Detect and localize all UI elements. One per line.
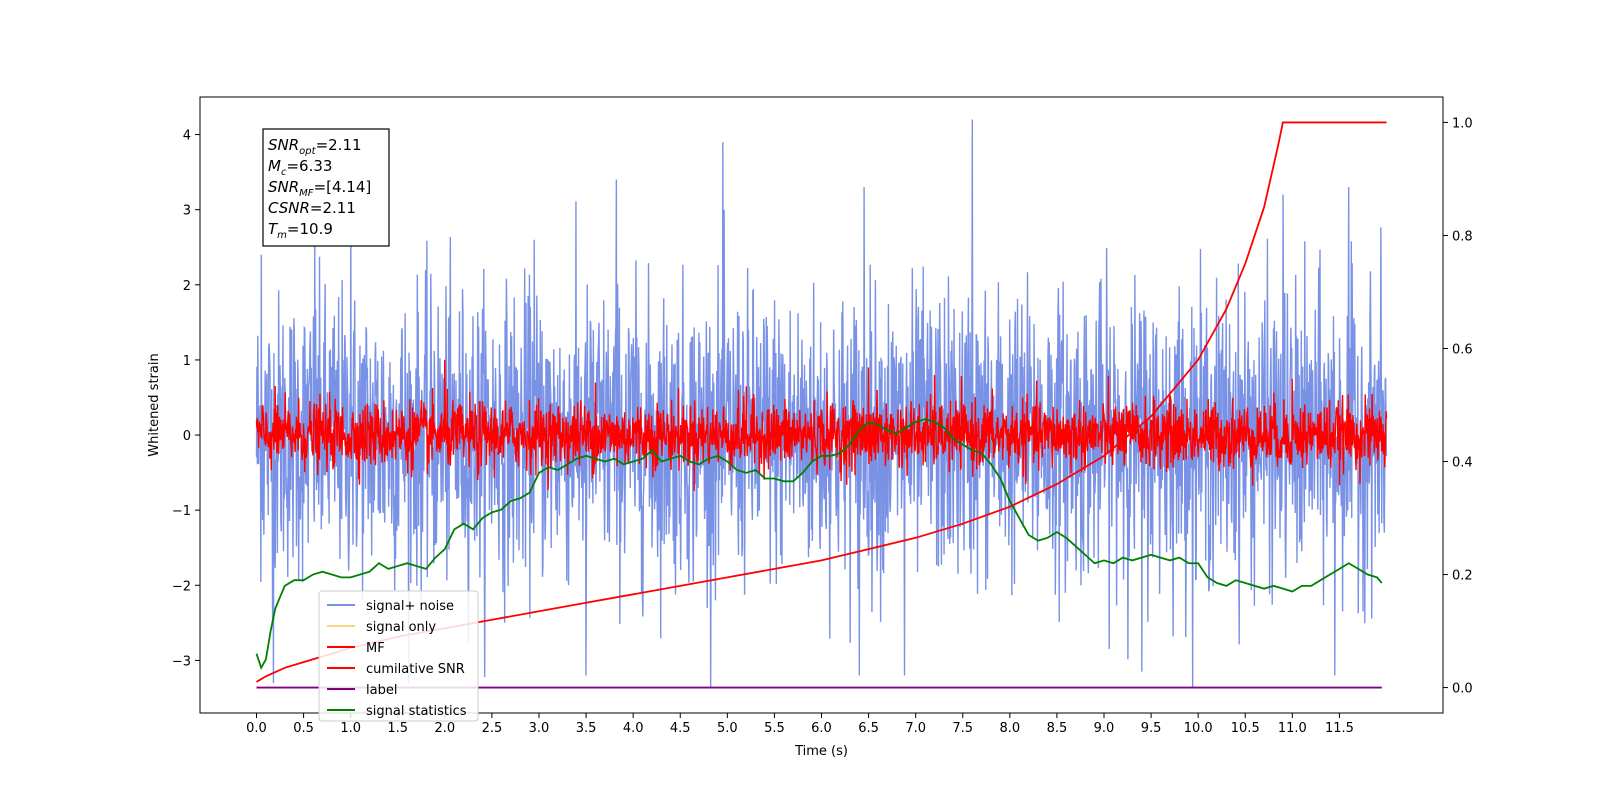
y2-tick-label: 0.6 [1452, 342, 1473, 357]
x-tick-label: 5.0 [717, 721, 738, 736]
x-tick-label: 8.5 [1047, 721, 1068, 736]
y2-tick-label: 0.4 [1452, 456, 1473, 471]
annotation-subscript: c [281, 167, 287, 178]
x-tick-label: 1.5 [387, 721, 408, 736]
annotation-line: CSNR=2.11 [268, 199, 356, 217]
annotation-symbol: T [268, 220, 279, 238]
axes: 0.0 0.5 1.0 1.5 2.0 2.5 3.0 3.5 4.0 4.5 5.0 5.5 6.0 6… [147, 96, 1473, 759]
x-tick-label: 3.0 [529, 721, 550, 736]
y-tick-label: 4 [183, 129, 191, 144]
legend-label: label [366, 683, 397, 698]
annotation-frame [262, 128, 390, 247]
x-axis-label: Time (s) [794, 744, 848, 759]
x-tick-label: 7.5 [952, 721, 973, 736]
x-tick-label: 8.0 [999, 721, 1020, 736]
x-tick-label: 9.5 [1141, 721, 1162, 736]
annotation-symbol: M [268, 157, 281, 175]
x-tick-label: 4.5 [670, 721, 691, 736]
legend-label: signal+ noise [366, 599, 454, 614]
x-tick-label: 2.0 [434, 721, 455, 736]
legend-frame [318, 590, 479, 722]
legend-label: MF [366, 641, 385, 656]
series-signal-statistics-line [255, 418, 1383, 671]
y2-tick-label: 0.2 [1452, 569, 1473, 584]
y-tick-label: 1 [183, 354, 191, 369]
x-tick-label: 11.0 [1278, 721, 1307, 736]
x-tick-label: 11.5 [1325, 721, 1354, 736]
x-tick-label: 6.5 [858, 721, 879, 736]
legend: signal+ noise signal only MF cumilative SNR… [318, 590, 479, 722]
x-tick-label: 10.5 [1231, 721, 1260, 736]
annotation-line: SNRopt=2.11 [268, 136, 362, 157]
y2-tick-label: 0.8 [1452, 229, 1473, 244]
annotation-value: =[4.14] [314, 178, 372, 196]
y-tick-label: 2 [183, 279, 191, 294]
x-tick-label: 9.0 [1094, 721, 1115, 736]
annotation-symbol: CSNR [268, 199, 310, 217]
y-tick-label: 0 [183, 429, 191, 444]
legend-label: signal only [366, 620, 436, 635]
y-axis-label: Whitened strain [147, 353, 162, 456]
x-tick-label: 5.5 [764, 721, 785, 736]
annotation-value: =2.11 [316, 136, 362, 154]
x-tick-label: 7.0 [905, 721, 926, 736]
y2-tick-label: 1.0 [1452, 116, 1473, 131]
annotation-value: =2.11 [310, 199, 356, 217]
x-tick-label: 6.0 [811, 721, 832, 736]
annotation-value: =6.33 [286, 157, 332, 175]
x-tick-label: 1.0 [340, 721, 361, 736]
legend-label: cumilative SNR [366, 662, 465, 677]
y-tick-label: 3 [183, 204, 191, 219]
annotation-box: SNRopt=2.11Mc=6.33SNRMF=[4.14]CSNR=2.11T… [262, 128, 390, 247]
x-tick-label: 0.0 [246, 721, 267, 736]
x-tick-label: 4.0 [623, 721, 644, 736]
y-tick-label: −2 [172, 579, 191, 594]
annotation-subscript: opt [299, 146, 316, 157]
y-tick-label: −1 [172, 504, 191, 519]
x-tick-label: 10.0 [1184, 721, 1213, 736]
annotation-subscript: m [277, 230, 287, 241]
x-tick-label: 3.5 [576, 721, 597, 736]
series-mf-line [255, 359, 1388, 491]
annotation-line: Mc=6.33 [268, 157, 332, 178]
legend-label: signal statistics [366, 704, 467, 719]
annotation-line: SNRMF=[4.14] [268, 178, 371, 199]
x-tick-label: 2.5 [482, 721, 503, 736]
y2-tick-label: 0.0 [1452, 682, 1473, 697]
annotation-subscript: MF [299, 188, 314, 199]
annotation-symbol: SNR [268, 178, 299, 196]
annotation-line: Tm=10.9 [268, 220, 333, 241]
annotation-value: =10.9 [287, 220, 333, 238]
annotation-symbol: SNR [268, 136, 299, 154]
x-tick-label: 0.5 [293, 721, 314, 736]
y-tick-label: −3 [172, 654, 191, 669]
